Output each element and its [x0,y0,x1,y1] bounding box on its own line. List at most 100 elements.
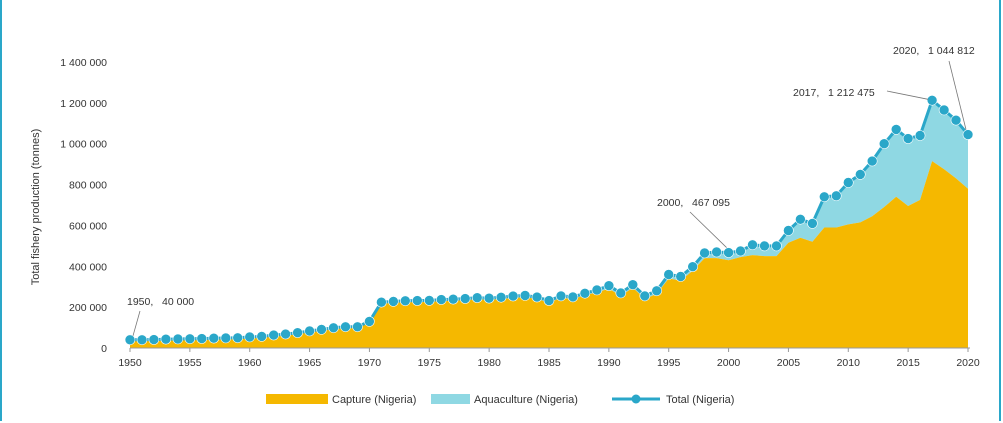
annotation-leader [689,211,727,248]
y-tick-label: 1 000 000 [60,139,107,151]
total-point [902,133,914,144]
legend-label: Aquaculture (Nigeria) [474,394,578,406]
annotation-value: 467 095 [692,197,730,209]
total-point [591,284,603,296]
total-point [256,331,268,342]
total-point [328,322,339,334]
total-point [735,245,746,257]
capture-area [130,161,968,348]
total-point [543,295,555,306]
area-layer [130,100,968,348]
total-point [447,293,459,305]
annotation-year: 2020, [893,45,928,57]
total-point [304,325,315,337]
y-tick-label: 800 000 [69,180,107,192]
y-tick-label: 400 000 [69,261,107,273]
legend-label: Total (Nigeria) [666,394,734,406]
total-point [771,240,782,252]
x-tick-label: 1960 [238,357,262,369]
total-point [280,328,291,340]
total-point [807,218,818,229]
total-point [220,332,232,344]
total-point [795,214,806,225]
total-point [519,290,531,301]
total-point [615,287,627,299]
total-point [687,261,699,273]
total-point [747,239,758,251]
legend-swatch [431,394,470,404]
x-tick-labels: 1950 1955 1960 1965 1970 1975 1980 1985 1990 1995… [118,348,980,369]
x-tick-label: 1955 [178,357,202,369]
annotation-value: 40 000 [162,296,194,308]
total-point [783,225,794,236]
legend-swatch [266,394,328,404]
total-point [124,334,136,346]
x-tick-label: 2010 [837,357,861,369]
total-line-layer [124,95,974,346]
total-point [244,331,255,343]
x-tick-label: 1990 [597,357,621,369]
annotation-year: 2017, [793,87,828,99]
x-tick-label: 1980 [477,357,501,369]
annotation-year: 1950, [127,296,162,308]
x-tick-label: 2020 [956,357,980,369]
x-tick-label: 1950 [118,357,142,369]
annotation-value: 1 044 812 [928,45,975,57]
x-tick-label: 2015 [896,357,920,369]
total-point [938,104,950,116]
y-tick-label: 0 [101,343,107,355]
total-point [723,247,734,258]
total-point [196,333,208,344]
x-tick-label: 1985 [537,357,561,369]
total-point [854,169,866,180]
y-tick-label: 1 400 000 [60,57,107,69]
total-point [663,269,675,280]
annotation-label: 1950, 40 000 [127,296,194,308]
annotation-leader [886,90,929,100]
total-point [399,295,411,307]
legend-marker [631,394,641,404]
y-tick-label: 600 000 [69,220,107,232]
legend: Capture (Nigeria) Aquaculture (Nigeria) To… [266,394,734,406]
total-point [376,296,387,308]
total-point [483,292,495,304]
annotation-leader [948,60,967,130]
legend-label: Capture (Nigeria) [332,394,416,406]
total-point [651,285,663,297]
total-point [675,271,687,282]
total-point [388,296,399,307]
annotation-value: 1 212 475 [828,87,875,99]
x-tick-label: 1975 [418,357,442,369]
y-tick-labels: 0 200 000 400 000 600 000 800 000 1 000 000 1 … [60,57,107,355]
x-tick-label: 1965 [298,357,322,369]
total-point [172,333,184,345]
x-tick-label: 2005 [777,357,801,369]
total-point [364,316,375,327]
annotation-year: 2000, [657,197,692,209]
total-point [352,321,363,333]
total-point [435,294,447,305]
total-point [531,291,543,303]
annotation-label: 2000, 467 095 [657,197,730,209]
total-point [507,290,519,302]
total-point [148,334,160,345]
total-point [603,280,615,292]
total-point [950,114,962,126]
total-point [830,190,842,202]
y-tick-label: 1 200 000 [60,98,107,110]
total-point [136,334,148,346]
total-point [208,332,220,344]
total-point [232,332,243,344]
total-point [459,293,471,304]
total-point [890,124,902,135]
total-point [160,333,172,345]
total-point [842,177,854,188]
y-axis-label: Total fishery production (tonnes) [30,129,42,286]
x-tick-label: 1970 [358,357,382,369]
total-point [471,292,483,304]
total-point [292,327,303,339]
total-point [423,295,435,306]
total-point [184,333,196,345]
total-point [914,130,926,141]
